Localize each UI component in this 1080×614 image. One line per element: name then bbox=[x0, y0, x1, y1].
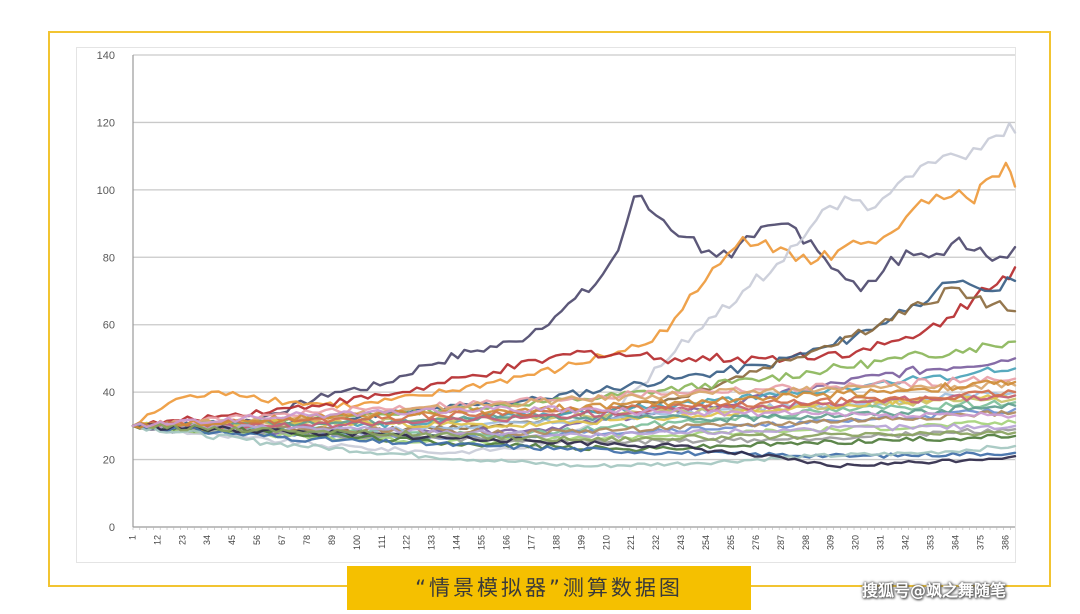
y-tick-label: 120 bbox=[97, 117, 115, 129]
x-tick-label: 111 bbox=[377, 535, 387, 549]
x-tick-label: 122 bbox=[402, 535, 412, 550]
x-tick-label: 221 bbox=[626, 535, 636, 550]
y-tick-label: 40 bbox=[103, 387, 115, 399]
chart-caption: “情景模拟器”测算数据图 bbox=[347, 566, 751, 610]
series-line-19 bbox=[131, 393, 1017, 430]
x-tick-label: 287 bbox=[776, 535, 786, 550]
x-tick-label: 78 bbox=[302, 535, 312, 545]
series-line-25 bbox=[131, 424, 1017, 469]
y-tick-label: 80 bbox=[103, 252, 115, 264]
x-tick-label: 155 bbox=[477, 535, 487, 550]
x-tick-label: 331 bbox=[876, 535, 886, 550]
y-tick-label: 60 bbox=[103, 320, 115, 332]
x-tick-label: 375 bbox=[975, 535, 985, 550]
x-tick-label: 199 bbox=[576, 535, 586, 550]
x-tick-label: 166 bbox=[501, 535, 511, 550]
line-chart: 0 20 40 60 80 100 120 140 1 12 23 34 45 56 67 78 89 100 11… bbox=[97, 50, 1017, 550]
series-line-3 bbox=[131, 266, 1017, 429]
x-tick-label: 133 bbox=[427, 535, 437, 550]
series-lines bbox=[131, 121, 1017, 469]
x-tick-label: 353 bbox=[925, 535, 935, 550]
x-tick-label: 254 bbox=[701, 535, 711, 550]
x-tick-label: 364 bbox=[950, 535, 960, 550]
y-tick-label: 0 bbox=[109, 522, 115, 534]
y-tick-label: 100 bbox=[97, 185, 115, 197]
y-tick-label: 140 bbox=[97, 50, 115, 62]
x-tick-label: 298 bbox=[801, 535, 811, 550]
chart-panel: 0 20 40 60 80 100 120 140 1 12 23 34 45 56 67 78 89 100 11… bbox=[76, 47, 1017, 563]
x-tick-label: 210 bbox=[601, 535, 611, 550]
series-line-29 bbox=[131, 405, 1017, 429]
x-tick-label: 67 bbox=[277, 535, 287, 545]
x-tick-label: 243 bbox=[676, 535, 686, 550]
x-tick-label: 23 bbox=[177, 535, 187, 545]
series-line-24 bbox=[131, 424, 1017, 459]
x-tick-label: 45 bbox=[227, 535, 237, 545]
x-tick-label: 1 bbox=[127, 535, 137, 540]
x-tick-label: 100 bbox=[352, 535, 362, 550]
x-tick-label: 265 bbox=[726, 535, 736, 550]
x-tick-label: 342 bbox=[901, 535, 911, 550]
x-tick-label: 386 bbox=[1000, 535, 1010, 550]
x-tick-label: 309 bbox=[826, 535, 836, 550]
tick-labels: 0 20 40 60 80 100 120 140 1 12 23 34 45 56 67 78 89 100 11… bbox=[97, 50, 1011, 550]
x-tick-label: 320 bbox=[851, 535, 861, 550]
x-tick-label: 34 bbox=[202, 535, 212, 545]
x-tick-label: 276 bbox=[751, 535, 761, 550]
x-tick-label: 144 bbox=[452, 535, 462, 550]
x-tick-label: 232 bbox=[651, 535, 661, 550]
y-tick-label: 20 bbox=[103, 455, 115, 467]
x-tick-label: 188 bbox=[551, 535, 561, 550]
x-tick-label: 12 bbox=[152, 535, 162, 545]
axes bbox=[132, 55, 1015, 530]
series-line-1 bbox=[131, 161, 1017, 428]
x-tick-label: 89 bbox=[327, 535, 337, 545]
x-tick-label: 177 bbox=[526, 535, 536, 550]
series-line-27 bbox=[131, 379, 1017, 429]
x-tick-label: 56 bbox=[252, 535, 262, 545]
series-line-28 bbox=[131, 422, 1017, 443]
watermark: 搜狐号@飒之舞随笔 bbox=[862, 581, 1007, 600]
